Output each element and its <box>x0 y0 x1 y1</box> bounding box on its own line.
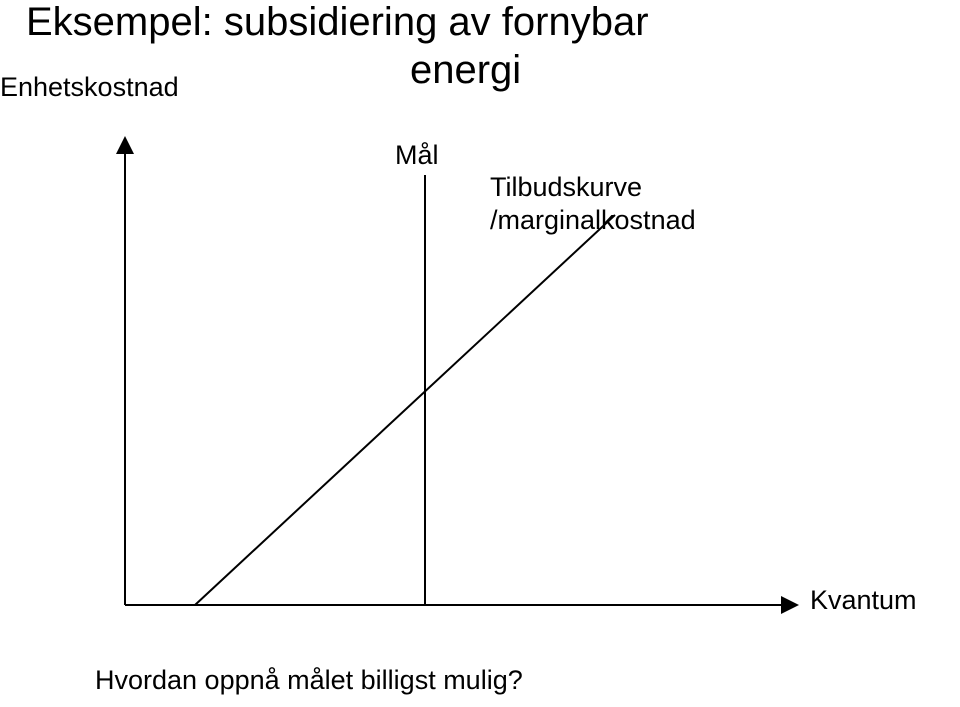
chart-diagram <box>0 0 960 707</box>
